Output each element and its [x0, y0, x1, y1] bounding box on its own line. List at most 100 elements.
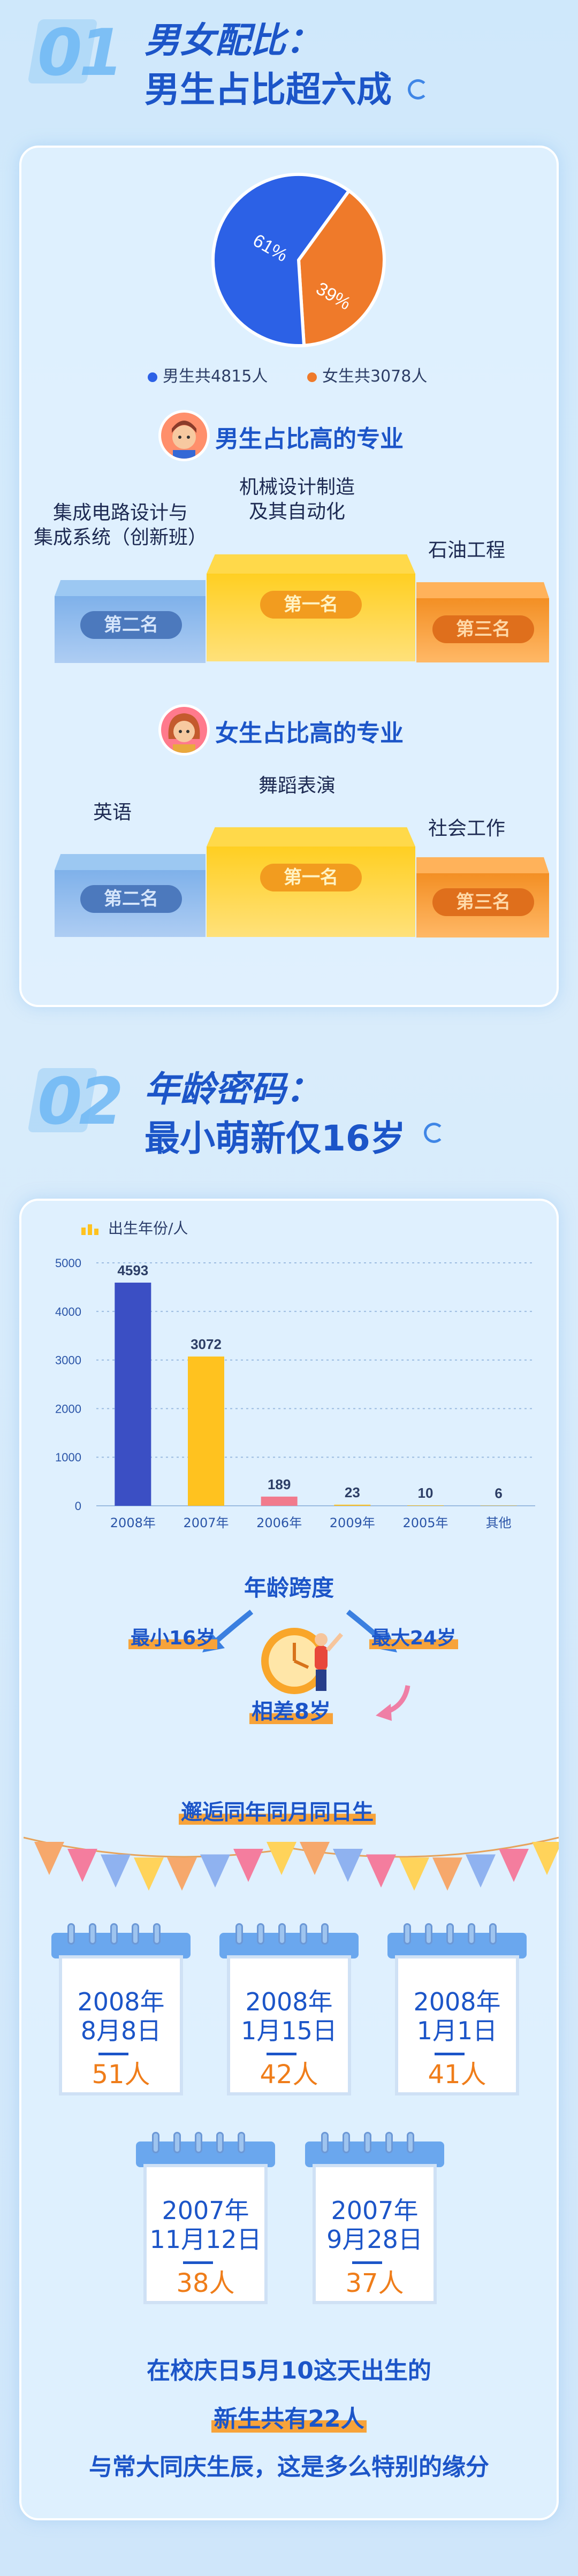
- calendar-ring-icon: [110, 1923, 118, 1945]
- male-majors-title: 男生占比高的专业: [215, 425, 404, 453]
- calendar-ring-icon: [278, 1923, 286, 1945]
- calendar-ring-icon: [89, 1923, 96, 1945]
- boy-avatar-icon: [158, 410, 210, 461]
- legend-male-label: 男生共4815人: [163, 367, 268, 386]
- calendar-divider: [267, 2053, 296, 2055]
- bar-value-label: 3072: [191, 1336, 222, 1352]
- chart-legend: 出生年份/人: [80, 1217, 188, 1238]
- pie-slice-female: [296, 188, 386, 347]
- calendar-ring-icon: [195, 2132, 202, 2153]
- legend-female: 女生共3078人: [307, 363, 427, 386]
- ring-decoration-icon: [408, 79, 428, 100]
- female-first-major: 舞蹈表演: [258, 775, 336, 797]
- calendar-count: 38人: [176, 2268, 235, 2298]
- rank-badge-third: 第三名: [432, 615, 534, 643]
- calendar-ring-icon: [343, 2132, 350, 2153]
- calendar-ring-icon: [153, 1923, 161, 1945]
- calendar-ring-icon: [404, 1923, 411, 1945]
- bar-chart-legend-icon: [81, 1224, 98, 1235]
- bar: [407, 1505, 444, 1506]
- gender-pie-chart: 61% 39%: [211, 173, 386, 347]
- calendar-card: 2007年 9月28日 37人: [305, 2132, 444, 2308]
- bar: [188, 1356, 224, 1506]
- rank-badge-second: 第二名: [80, 611, 182, 639]
- calendar-divider: [98, 2053, 128, 2055]
- birth-year-bar-chart: 5000 4000 3000 2000 1000 0 4593 2008年 3072 2007年 1…: [55, 1256, 535, 1530]
- y-tick-label: 3000: [55, 1354, 81, 1367]
- rank-badge-first: 第一名: [260, 591, 362, 619]
- y-tick-label: 0: [75, 1499, 81, 1513]
- bunting-flag: [200, 1854, 230, 1888]
- bunting-flag: [233, 1849, 263, 1883]
- calendar-ring-icon: [300, 1923, 307, 1945]
- calendar-page: [59, 1955, 183, 2095]
- chart-legend-label: 出生年份/人: [108, 1220, 188, 1237]
- rank-badge-first: 第一名: [260, 864, 362, 891]
- bunting-flag: [366, 1854, 396, 1888]
- calendar-ring-icon: [385, 2132, 393, 2153]
- calendar-page: [395, 1955, 519, 2095]
- female-second-major: 英语: [93, 802, 132, 824]
- calendar-ring-icon: [132, 1923, 139, 1945]
- calendar-ring-icon: [152, 2132, 159, 2153]
- bar: [480, 1505, 517, 1506]
- calendar-page: [313, 2164, 437, 2304]
- calendar-divider: [183, 2261, 213, 2264]
- ring-decoration-icon: [424, 1123, 444, 1143]
- section-subtitle: 最小萌新仅16岁: [144, 1118, 406, 1159]
- age-min: 最小16岁: [128, 1622, 218, 1650]
- calendar-ring-icon: [238, 2132, 245, 2153]
- bar: [334, 1504, 371, 1506]
- calendar-ring-icon: [321, 1923, 329, 1945]
- calendar-ring-icon: [468, 1923, 475, 1945]
- gender-ratio-card: 61% 39% 男生共4815人 女生共3078人 男生占比高的专业 集成电路设…: [19, 146, 559, 1007]
- legend-dot-male-icon: [148, 372, 157, 382]
- calendar-ring-icon: [425, 1923, 432, 1945]
- calendar-date: 2008年 1月1日: [413, 1987, 501, 2045]
- calendar-page: [143, 2164, 268, 2304]
- legend-female-label: 女生共3078人: [322, 367, 428, 386]
- section1-header: 01 男女配比： 男生占比超六成: [27, 16, 541, 134]
- bunting-flag: [532, 1842, 559, 1875]
- bar: [261, 1496, 298, 1506]
- section-subtitle: 男生占比超六成: [144, 69, 392, 110]
- arrow-curve-icon: [376, 1685, 410, 1721]
- calendar-count: 41人: [428, 2060, 486, 2090]
- calendar-date: 2007年 11月12日: [149, 2196, 262, 2254]
- section-title: 年龄密码：: [144, 1069, 321, 1110]
- x-tick-label: 2005年: [402, 1515, 448, 1530]
- calendar-count: 37人: [345, 2268, 404, 2298]
- bar-value-label: 4593: [117, 1262, 148, 1278]
- x-tick-label: 其他: [486, 1515, 512, 1530]
- calendar-count: 51人: [92, 2060, 150, 2090]
- age-diff: 相差8岁: [249, 1694, 333, 1725]
- calendar-card: 2007年 11月12日 38人: [136, 2132, 275, 2308]
- calendar-ring-icon: [407, 2132, 414, 2153]
- section-title: 男女配比：: [144, 20, 321, 61]
- bunting-flag: [399, 1857, 429, 1891]
- calendar-card: 2008年 1月15日 42人: [219, 1923, 359, 2100]
- bunting-flag: [167, 1857, 197, 1891]
- bunting-flag: [300, 1842, 330, 1875]
- calendar-ring-icon: [173, 2132, 181, 2153]
- male-second-major: 集成电路设计与 集成系统（创新班）: [33, 502, 207, 548]
- x-tick-label: 2007年: [183, 1515, 229, 1530]
- age-max: 最大24岁: [369, 1622, 459, 1650]
- calendar-card: 2008年 8月8日 51人: [51, 1923, 191, 2100]
- pie-slice-male: [211, 173, 352, 347]
- calendar-ring-icon: [446, 1923, 454, 1945]
- bar-value-label: 23: [345, 1484, 360, 1500]
- y-tick-label: 5000: [55, 1256, 81, 1270]
- rank-badge-third: 第三名: [432, 888, 534, 916]
- age-card: 出生年份/人 5000 4000 3000 2000 1000 0 4593 2008年 307…: [19, 1199, 559, 2520]
- closing-line-1: 在校庆日5月10这天出生的: [147, 2357, 431, 2384]
- bunting-flag: [34, 1842, 64, 1875]
- closing-line-2: 新生共有22人: [21, 2399, 557, 2434]
- bunting-flag: [432, 1857, 462, 1891]
- bunting-flag: [67, 1849, 97, 1883]
- calendar-ring-icon: [67, 1923, 75, 1945]
- girl-avatar-icon: [158, 704, 210, 756]
- bunting-flag: [101, 1854, 131, 1888]
- bunting-flag: [134, 1857, 164, 1891]
- calendar-ring-icon: [235, 1923, 243, 1945]
